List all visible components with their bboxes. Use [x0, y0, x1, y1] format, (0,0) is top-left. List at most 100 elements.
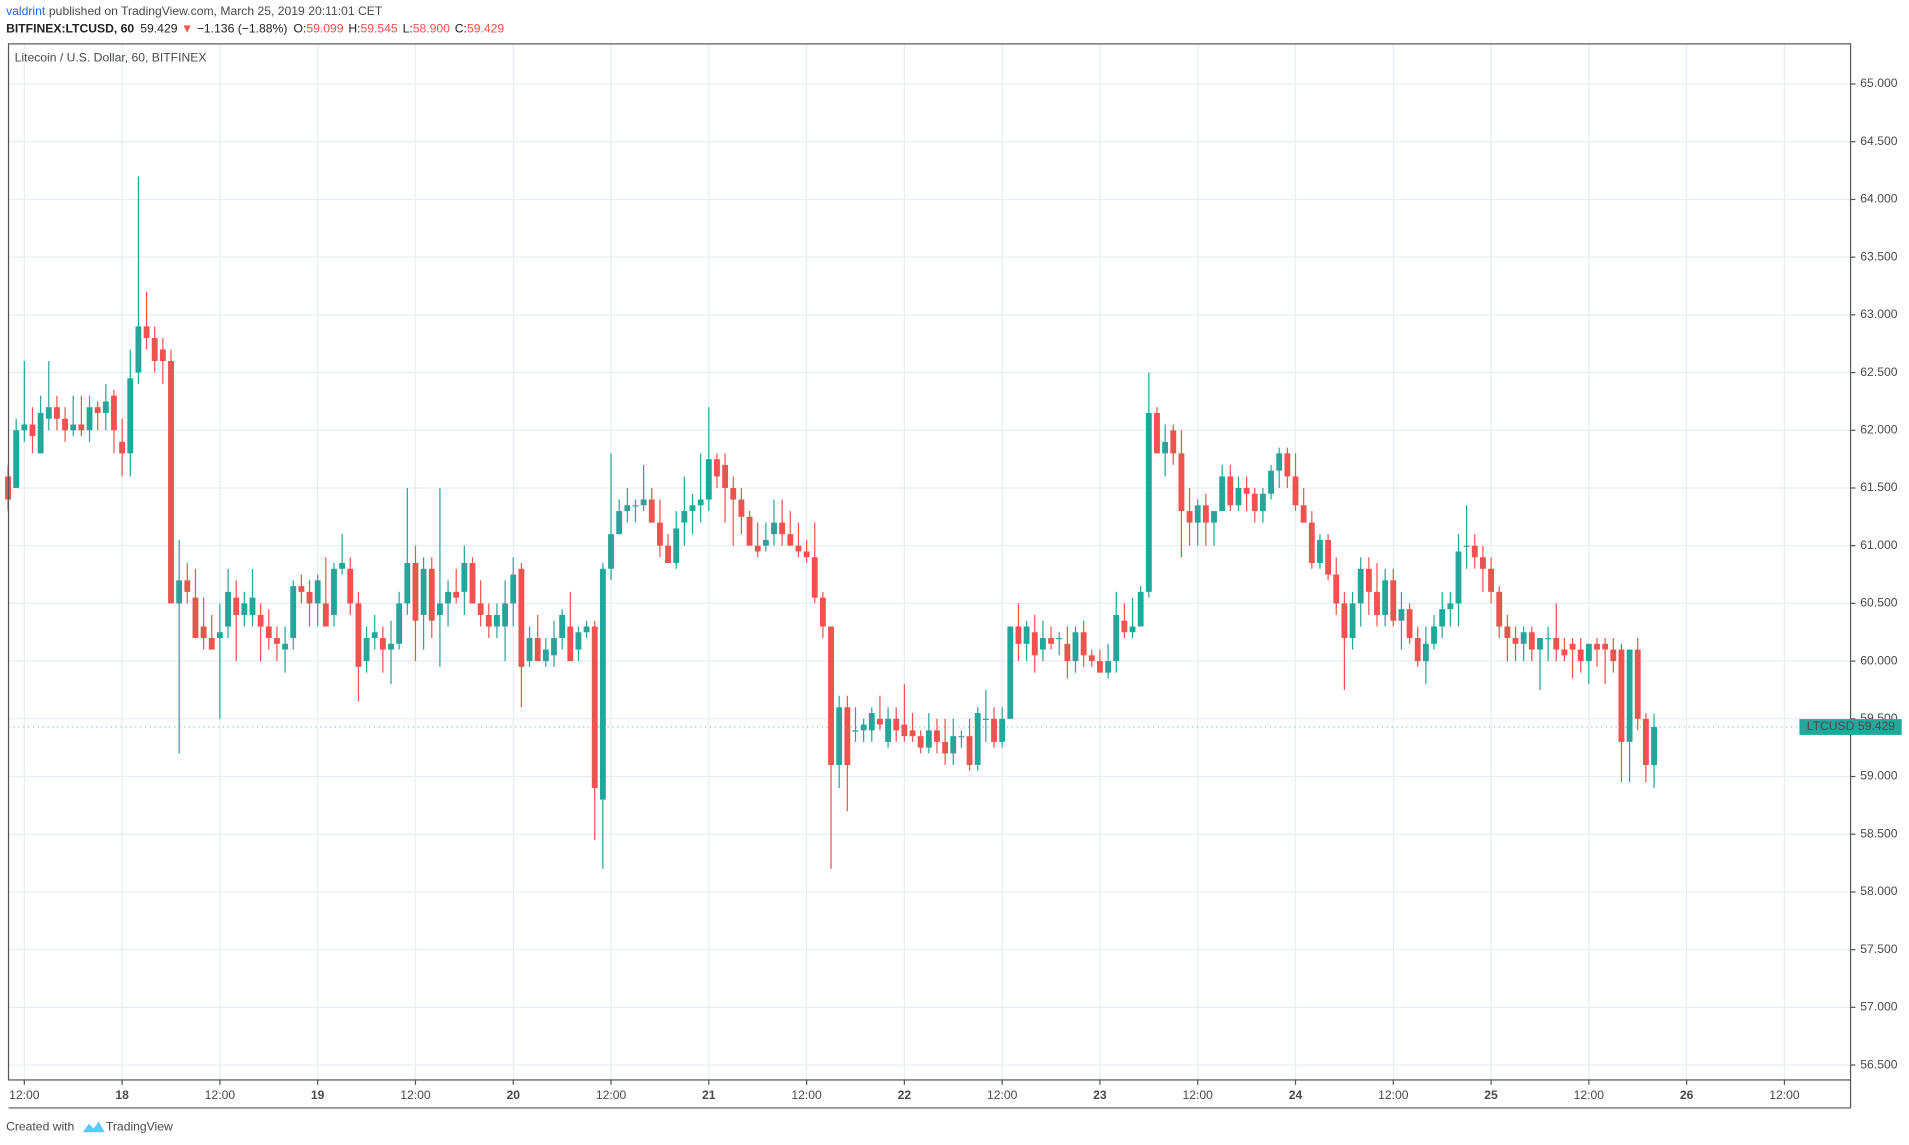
candle-body	[200, 626, 207, 639]
candle-body	[176, 580, 183, 604]
y-tick-label: 57.500	[1860, 942, 1897, 956]
candle-body	[21, 424, 28, 431]
candle-body	[1162, 441, 1169, 454]
candle-body	[1512, 638, 1519, 644]
candle-body	[730, 487, 737, 500]
candle-body	[999, 718, 1006, 742]
candle-body	[1349, 603, 1356, 639]
candle-body	[371, 632, 378, 639]
candle-body	[494, 614, 500, 627]
candle-body	[1537, 638, 1543, 650]
candle-body	[1227, 476, 1234, 506]
candle-body	[559, 614, 566, 639]
candle-body	[1145, 412, 1152, 592]
candle-body	[485, 614, 492, 627]
candle-body	[502, 603, 509, 627]
candle-body	[893, 718, 900, 731]
candle-body	[453, 591, 460, 598]
candle-body	[37, 412, 44, 454]
candle-body	[722, 464, 729, 488]
candle-body	[1341, 603, 1348, 639]
y-tick-label: 64.500	[1860, 134, 1897, 148]
y-tick-label: 65.000	[1860, 76, 1897, 90]
candle-body	[665, 545, 671, 564]
x-tick-label: 12:00	[987, 1088, 1018, 1102]
candle-body	[1023, 626, 1030, 644]
candle-body	[705, 459, 712, 500]
candle-body	[1268, 470, 1274, 494]
l-label: L:	[403, 21, 413, 35]
candle-body	[779, 522, 786, 535]
candle-body	[1382, 580, 1389, 615]
candle-body	[70, 424, 77, 431]
candle-body	[648, 499, 655, 523]
candle-body	[249, 597, 256, 615]
candle-body	[363, 638, 370, 662]
candle-body	[94, 407, 101, 413]
candle-body	[1480, 557, 1486, 569]
candle-body	[1308, 522, 1315, 564]
candle-body	[436, 603, 443, 615]
candle-body	[1113, 614, 1120, 662]
candle-body	[1137, 591, 1144, 627]
candle-body	[143, 326, 150, 338]
candle-body	[1594, 643, 1600, 650]
candle-body	[1251, 493, 1258, 512]
candle-body	[1333, 574, 1340, 604]
price-tag-name: LTCUSD	[1807, 719, 1855, 733]
candle-body	[640, 499, 647, 506]
candle-body	[1642, 718, 1649, 765]
footer-created: Created with	[6, 1120, 74, 1134]
candle-body	[1569, 643, 1576, 650]
candle-body	[1219, 476, 1226, 512]
candle-body	[958, 736, 965, 738]
y-tick-label: 60.000	[1860, 653, 1897, 667]
candle-body	[673, 528, 680, 564]
candle-body	[412, 563, 419, 621]
candle-body	[1259, 493, 1266, 512]
candle-body	[1528, 632, 1535, 650]
candle-body	[925, 730, 932, 748]
candle-body	[1088, 655, 1095, 662]
tv-logo	[82, 1121, 105, 1133]
x-tick-label: 26	[1680, 1088, 1694, 1102]
candle-body	[591, 626, 598, 789]
x-tick-label: 18	[115, 1088, 129, 1102]
candle-body	[877, 718, 883, 725]
candle-body	[282, 643, 289, 650]
candle-body	[102, 401, 109, 413]
x-tick-label: 24	[1289, 1088, 1303, 1102]
candle-body	[257, 614, 264, 627]
candle-body	[991, 718, 997, 742]
candle-body	[1577, 649, 1584, 662]
candle-body	[445, 591, 451, 604]
author[interactable]: valdrint	[6, 4, 46, 18]
candle-body	[1178, 453, 1185, 512]
candle-body	[1317, 539, 1323, 564]
footer-brand[interactable]: TradingView	[106, 1120, 173, 1134]
candle-body	[1634, 649, 1641, 719]
candle-body	[762, 539, 769, 546]
candle-body	[542, 649, 549, 662]
candle-body	[689, 505, 696, 512]
x-tick-label: 12:00	[791, 1088, 822, 1102]
candle-body	[1488, 568, 1494, 592]
candle-body	[1325, 539, 1332, 575]
candle-body	[860, 724, 867, 731]
candle-body	[1651, 727, 1657, 766]
candle-body	[339, 563, 346, 569]
candle-body	[1097, 661, 1103, 673]
candle-body	[575, 632, 582, 650]
x-tick-label: 12:00	[596, 1088, 627, 1102]
candle-body	[754, 545, 761, 552]
candle-body	[526, 638, 533, 662]
c-label: C:	[455, 21, 467, 35]
candle-body	[811, 557, 818, 598]
candle-body	[624, 505, 631, 512]
x-tick-label: 25	[1484, 1088, 1498, 1102]
candle-body	[1211, 511, 1217, 523]
x-tick-label: 12:00	[400, 1088, 431, 1102]
candle-body	[1048, 638, 1054, 644]
candle-body	[746, 516, 753, 546]
candle-body	[1455, 551, 1462, 604]
